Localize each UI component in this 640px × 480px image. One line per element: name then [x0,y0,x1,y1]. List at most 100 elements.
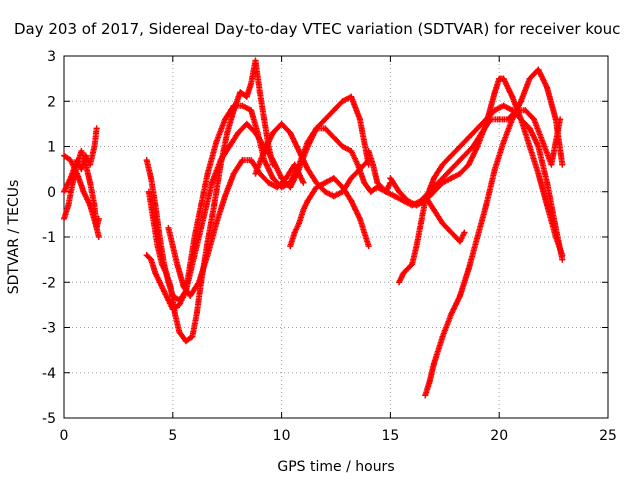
data-point [322,188,329,195]
data-point [296,148,303,155]
data-point [256,89,263,96]
data-point [237,89,244,96]
data-point [443,170,450,177]
data-point [500,138,507,145]
data-point [430,188,437,195]
data-marks [61,57,566,399]
data-point [548,161,555,168]
data-point [461,229,468,236]
data-point [282,175,289,182]
data-point [269,161,276,168]
data-point [182,338,189,345]
data-point [152,202,159,209]
data-point [304,197,311,204]
data-point [483,120,490,127]
data-point [61,215,67,222]
data-point [383,188,390,195]
data-point [522,107,529,114]
data-point [430,175,437,182]
data-point [204,170,211,177]
data-point [374,179,381,186]
data-point [287,243,294,250]
x-tick-label: 0 [60,428,69,444]
x-tick-label: 15 [381,428,399,444]
data-point [74,170,81,177]
data-point [261,116,268,123]
x-tick-label: 5 [168,428,177,444]
y-tick-label: 1 [47,140,56,156]
data-point [339,143,346,150]
data-point [230,170,237,177]
data-point [213,220,220,227]
data-point [193,310,200,317]
y-tick-label: -3 [42,321,56,337]
data-point [465,161,472,168]
grid [64,56,608,418]
data-point [526,143,533,150]
x-tick-label: 20 [490,428,508,444]
data-point [391,193,398,200]
y-tick-label: -1 [42,230,56,246]
data-point [95,234,102,240]
data-point [252,170,259,177]
x-tick-label: 25 [599,428,617,444]
data-point [509,93,516,100]
data-point [439,179,446,186]
data-point [154,243,161,250]
data-point [413,202,420,209]
data-point [339,184,346,191]
data-point [163,270,170,277]
series-s7 [165,157,307,299]
data-point [517,116,524,123]
data-point [304,166,311,173]
data-point-markers [145,57,276,345]
data-point [158,261,165,268]
data-point [248,107,255,114]
data-point [559,252,566,259]
data-point [439,220,446,227]
data-point [143,252,150,259]
data-point [165,297,172,304]
data-point [457,143,464,150]
series-s14 [365,148,394,195]
data-point [496,116,503,123]
data-point [356,215,363,222]
data-point [61,188,67,195]
data-point [509,107,516,114]
data-point [204,252,211,259]
data-point [426,378,433,385]
data-point [356,166,363,173]
data-point [78,148,85,155]
data-point [261,148,268,155]
data-point [535,170,542,177]
data-point [187,292,194,299]
data-point [452,161,459,168]
data-point [535,66,542,73]
data-point [269,129,276,136]
data-point [248,157,255,164]
data-point [474,234,481,240]
data-point [174,261,181,268]
data-point [278,120,285,127]
data-point [230,107,237,114]
data-point [544,202,551,209]
data-point [378,184,385,191]
data-point [313,184,320,191]
data-point [165,224,172,231]
data-point [465,134,472,141]
data-point [500,75,507,82]
data-point [269,175,276,182]
data-point [409,261,416,268]
data-point [448,310,455,317]
data-point [461,152,468,159]
data-point [457,292,464,299]
data-point [491,166,498,173]
data-point [156,279,163,286]
data-point [313,125,320,132]
data-point [61,152,67,159]
data-point [274,184,281,191]
data-point [198,202,205,209]
data-point [80,188,87,195]
data-point [252,57,259,64]
series-s9 [287,175,372,250]
